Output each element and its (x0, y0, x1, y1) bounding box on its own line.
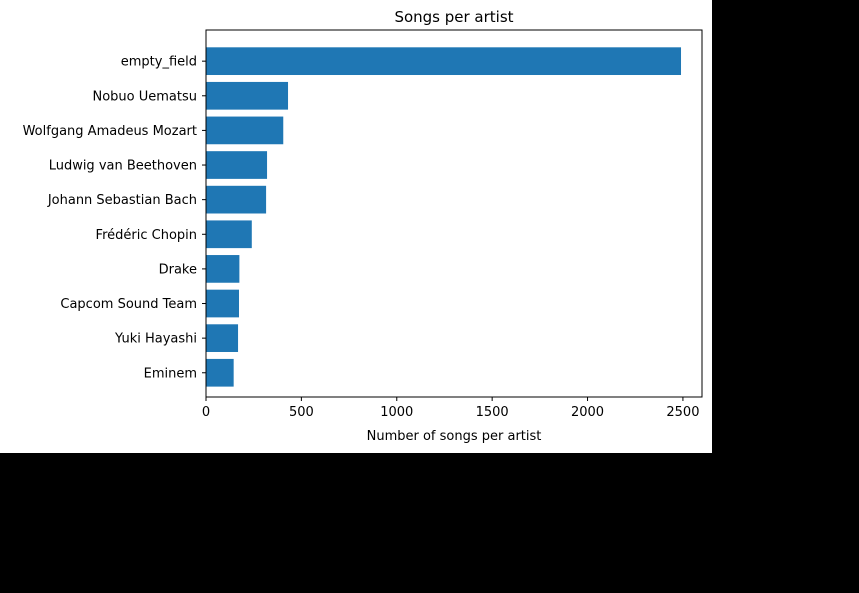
x-tick-label: 500 (289, 405, 314, 420)
y-tick-label: Ludwig van Beethoven (49, 159, 197, 174)
bar (206, 47, 682, 76)
x-tick-label: 2500 (666, 405, 699, 420)
y-axis: empty_field Nobuo Uematsu Wolfgang Amadeus… (23, 55, 206, 381)
x-axis: 0 500 1000 1500 2000 2500 (202, 397, 699, 420)
bar (206, 358, 234, 387)
x-tick-label: 1500 (476, 405, 509, 420)
y-tick-label: empty_field (121, 55, 197, 70)
bar (206, 185, 267, 214)
x-axis-label: Number of songs per artist (367, 429, 542, 444)
plot-frame (205, 29, 703, 398)
chart-figure: Songs per artist empty_field Nobuo Uemats… (0, 0, 712, 453)
x-tick-label: 2000 (571, 405, 604, 420)
chart-title: Songs per artist (394, 8, 513, 26)
bar (206, 289, 240, 318)
y-tick-label: Drake (159, 262, 197, 277)
y-tick-label: Johann Sebastian Bach (47, 193, 197, 208)
bar (206, 151, 268, 179)
y-tick-label: Nobuo Uematsu (92, 89, 197, 104)
bar (206, 81, 289, 110)
x-tick-label: 0 (202, 405, 210, 420)
y-tick-label: Yuki Hayashi (114, 332, 197, 347)
bar (206, 116, 284, 145)
y-tick-label: Wolfgang Amadeus Mozart (23, 124, 197, 139)
bar-chart: Songs per artist empty_field Nobuo Uemats… (23, 8, 703, 444)
x-tick-label: 1000 (380, 405, 413, 420)
y-tick-label: Frédéric Chopin (96, 228, 197, 243)
y-tick-label: Capcom Sound Team (60, 297, 197, 312)
bar (206, 220, 252, 249)
bar (206, 255, 240, 283)
bars-group (206, 47, 682, 387)
bar (206, 324, 239, 352)
y-tick-label: Eminem (144, 366, 197, 381)
